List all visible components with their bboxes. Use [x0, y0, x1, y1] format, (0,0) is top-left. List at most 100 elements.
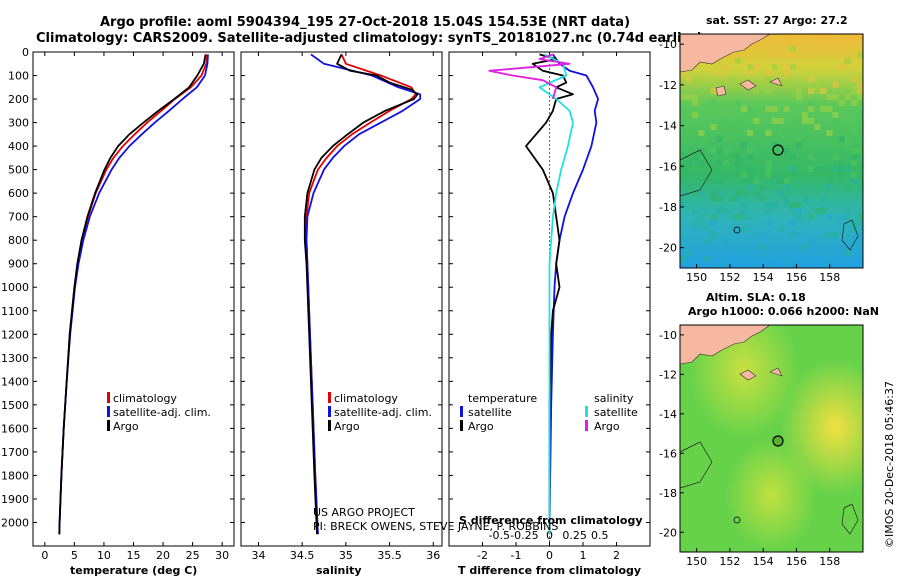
legend-label-s-satellite: satellite [594, 406, 638, 419]
temperature-xlabel: temperature (deg C) [70, 564, 197, 577]
depth-tick-label: 1400 [1, 375, 29, 388]
sst-pixel [741, 208, 748, 214]
sst-pixel [716, 262, 723, 268]
sst-pixel [741, 106, 748, 112]
sst-pixel [741, 190, 748, 196]
sst-pixel [765, 220, 772, 226]
sst-pixel [832, 154, 839, 160]
sst-pixel [777, 178, 784, 184]
sst-pixel [856, 148, 863, 154]
sst-pixel [783, 196, 790, 202]
sst-pixel [856, 244, 863, 250]
sst-pixel [741, 130, 748, 136]
sst-pixel [850, 178, 857, 184]
map-y-tick-label: -20 [659, 526, 677, 539]
x2-tick-label: 0.5 [591, 529, 609, 542]
sst-pixel [820, 208, 827, 214]
sst-pixel [838, 64, 845, 70]
x-tick-label: 2 [613, 549, 620, 562]
sst-pixel [771, 172, 778, 178]
sst-pixel [747, 148, 754, 154]
sst-pixel [820, 106, 827, 112]
sst-pixel [741, 172, 748, 178]
map-y-tick-label: -20 [659, 242, 677, 255]
sla-map-title2: Argo h1000: 0.066 h2000: NaN [688, 305, 879, 318]
sst-pixel [789, 208, 796, 214]
sst-pixel [838, 136, 845, 142]
sst-pixel [753, 118, 760, 124]
sst-pixel [728, 76, 735, 82]
sst-pixel [808, 214, 815, 220]
sst-pixel [856, 94, 863, 100]
map-y-tick-label: -18 [659, 487, 677, 500]
sst-pixel [710, 214, 717, 220]
x2-tick-label: -0.5 [489, 529, 510, 542]
depth-tick-label: 1200 [1, 328, 29, 341]
legend-swatch-satellite [328, 406, 331, 417]
series-line-argo [303, 54, 419, 535]
sst-pixel [734, 196, 741, 202]
sst-pixel [741, 142, 748, 148]
sst-pixel [686, 76, 693, 82]
sst-pixel [747, 184, 754, 190]
sst-pixel [789, 64, 796, 70]
sst-pixel [734, 100, 741, 106]
legend-label-t-argo: Argo [468, 420, 494, 433]
sst-pixel [765, 262, 772, 268]
salinity-xlabel: salinity [316, 564, 362, 577]
map-x-tick-label: 156 [786, 555, 807, 568]
sst-pixel [856, 232, 863, 238]
sst-pixel [728, 52, 735, 58]
legend-swatch-s-argo [585, 420, 588, 431]
depth-tick-label: 1500 [1, 399, 29, 412]
depth-tick-label: 200 [8, 93, 29, 106]
sst-pixel [844, 166, 851, 172]
salinity-legend: climatology satellite-adj. clim. Argo [328, 392, 432, 433]
sst-pixel [844, 250, 851, 256]
sst-pixel [783, 178, 790, 184]
sst-pixel [777, 190, 784, 196]
sst-pixel [771, 46, 778, 52]
sst-pixel [771, 118, 778, 124]
sst-pixel [716, 196, 723, 202]
depth-tick-label: 1300 [1, 352, 29, 365]
sst-map-frame [679, 33, 864, 269]
credit-line2: PI: BRECK OWENS, STEVE JAYNE, P. ROBBINS [313, 520, 558, 533]
sst-pixel [783, 70, 790, 76]
sst-pixel [680, 202, 687, 208]
sst-pixel [789, 166, 796, 172]
sst-pixel [795, 118, 802, 124]
depth-tick-label: 1600 [1, 422, 29, 435]
imos-watermark: ©IMOS 20-Dec-2018 05:46:37 [883, 381, 896, 548]
map-y-tick-label: -14 [659, 408, 677, 421]
sst-pixel [856, 40, 863, 46]
sst-pixel [710, 196, 717, 202]
x-tick-label: 30 [215, 549, 229, 562]
sst-pixel [844, 184, 851, 190]
sst-pixel [844, 58, 851, 64]
sst-pixel [686, 130, 693, 136]
difference-plot: -2 -1 0 1 2 -0.5 -0.25 0 0.25 0.5 [449, 51, 650, 562]
sst-pixel-noise [680, 34, 863, 268]
sst-pixel [680, 256, 687, 262]
sla-map-title1: Altim. SLA: 0.18 [706, 291, 806, 304]
map-x-tick-label: 158 [819, 555, 840, 568]
sst-pixel [808, 100, 815, 106]
sst-pixel [850, 100, 857, 106]
sst-pixel [741, 244, 748, 250]
sst-pixel [814, 208, 821, 214]
sst-pixel [795, 214, 802, 220]
x-tick-label: 0 [546, 549, 553, 562]
sst-pixel [856, 82, 863, 88]
sst-pixel [747, 52, 754, 58]
sst-pixel [765, 40, 772, 46]
sst-pixel [710, 220, 717, 226]
sst-pixel [692, 94, 699, 100]
temperature-legend: climatology satellite-adj. clim. Argo [107, 392, 211, 433]
x2-tick-label: -0.25 [510, 529, 538, 542]
legend-swatch-t-satellite [460, 406, 463, 417]
sst-pixel [692, 190, 699, 196]
sst-pixel [728, 136, 735, 142]
sst-pixel [704, 208, 711, 214]
legend-swatch-argo [107, 420, 110, 431]
